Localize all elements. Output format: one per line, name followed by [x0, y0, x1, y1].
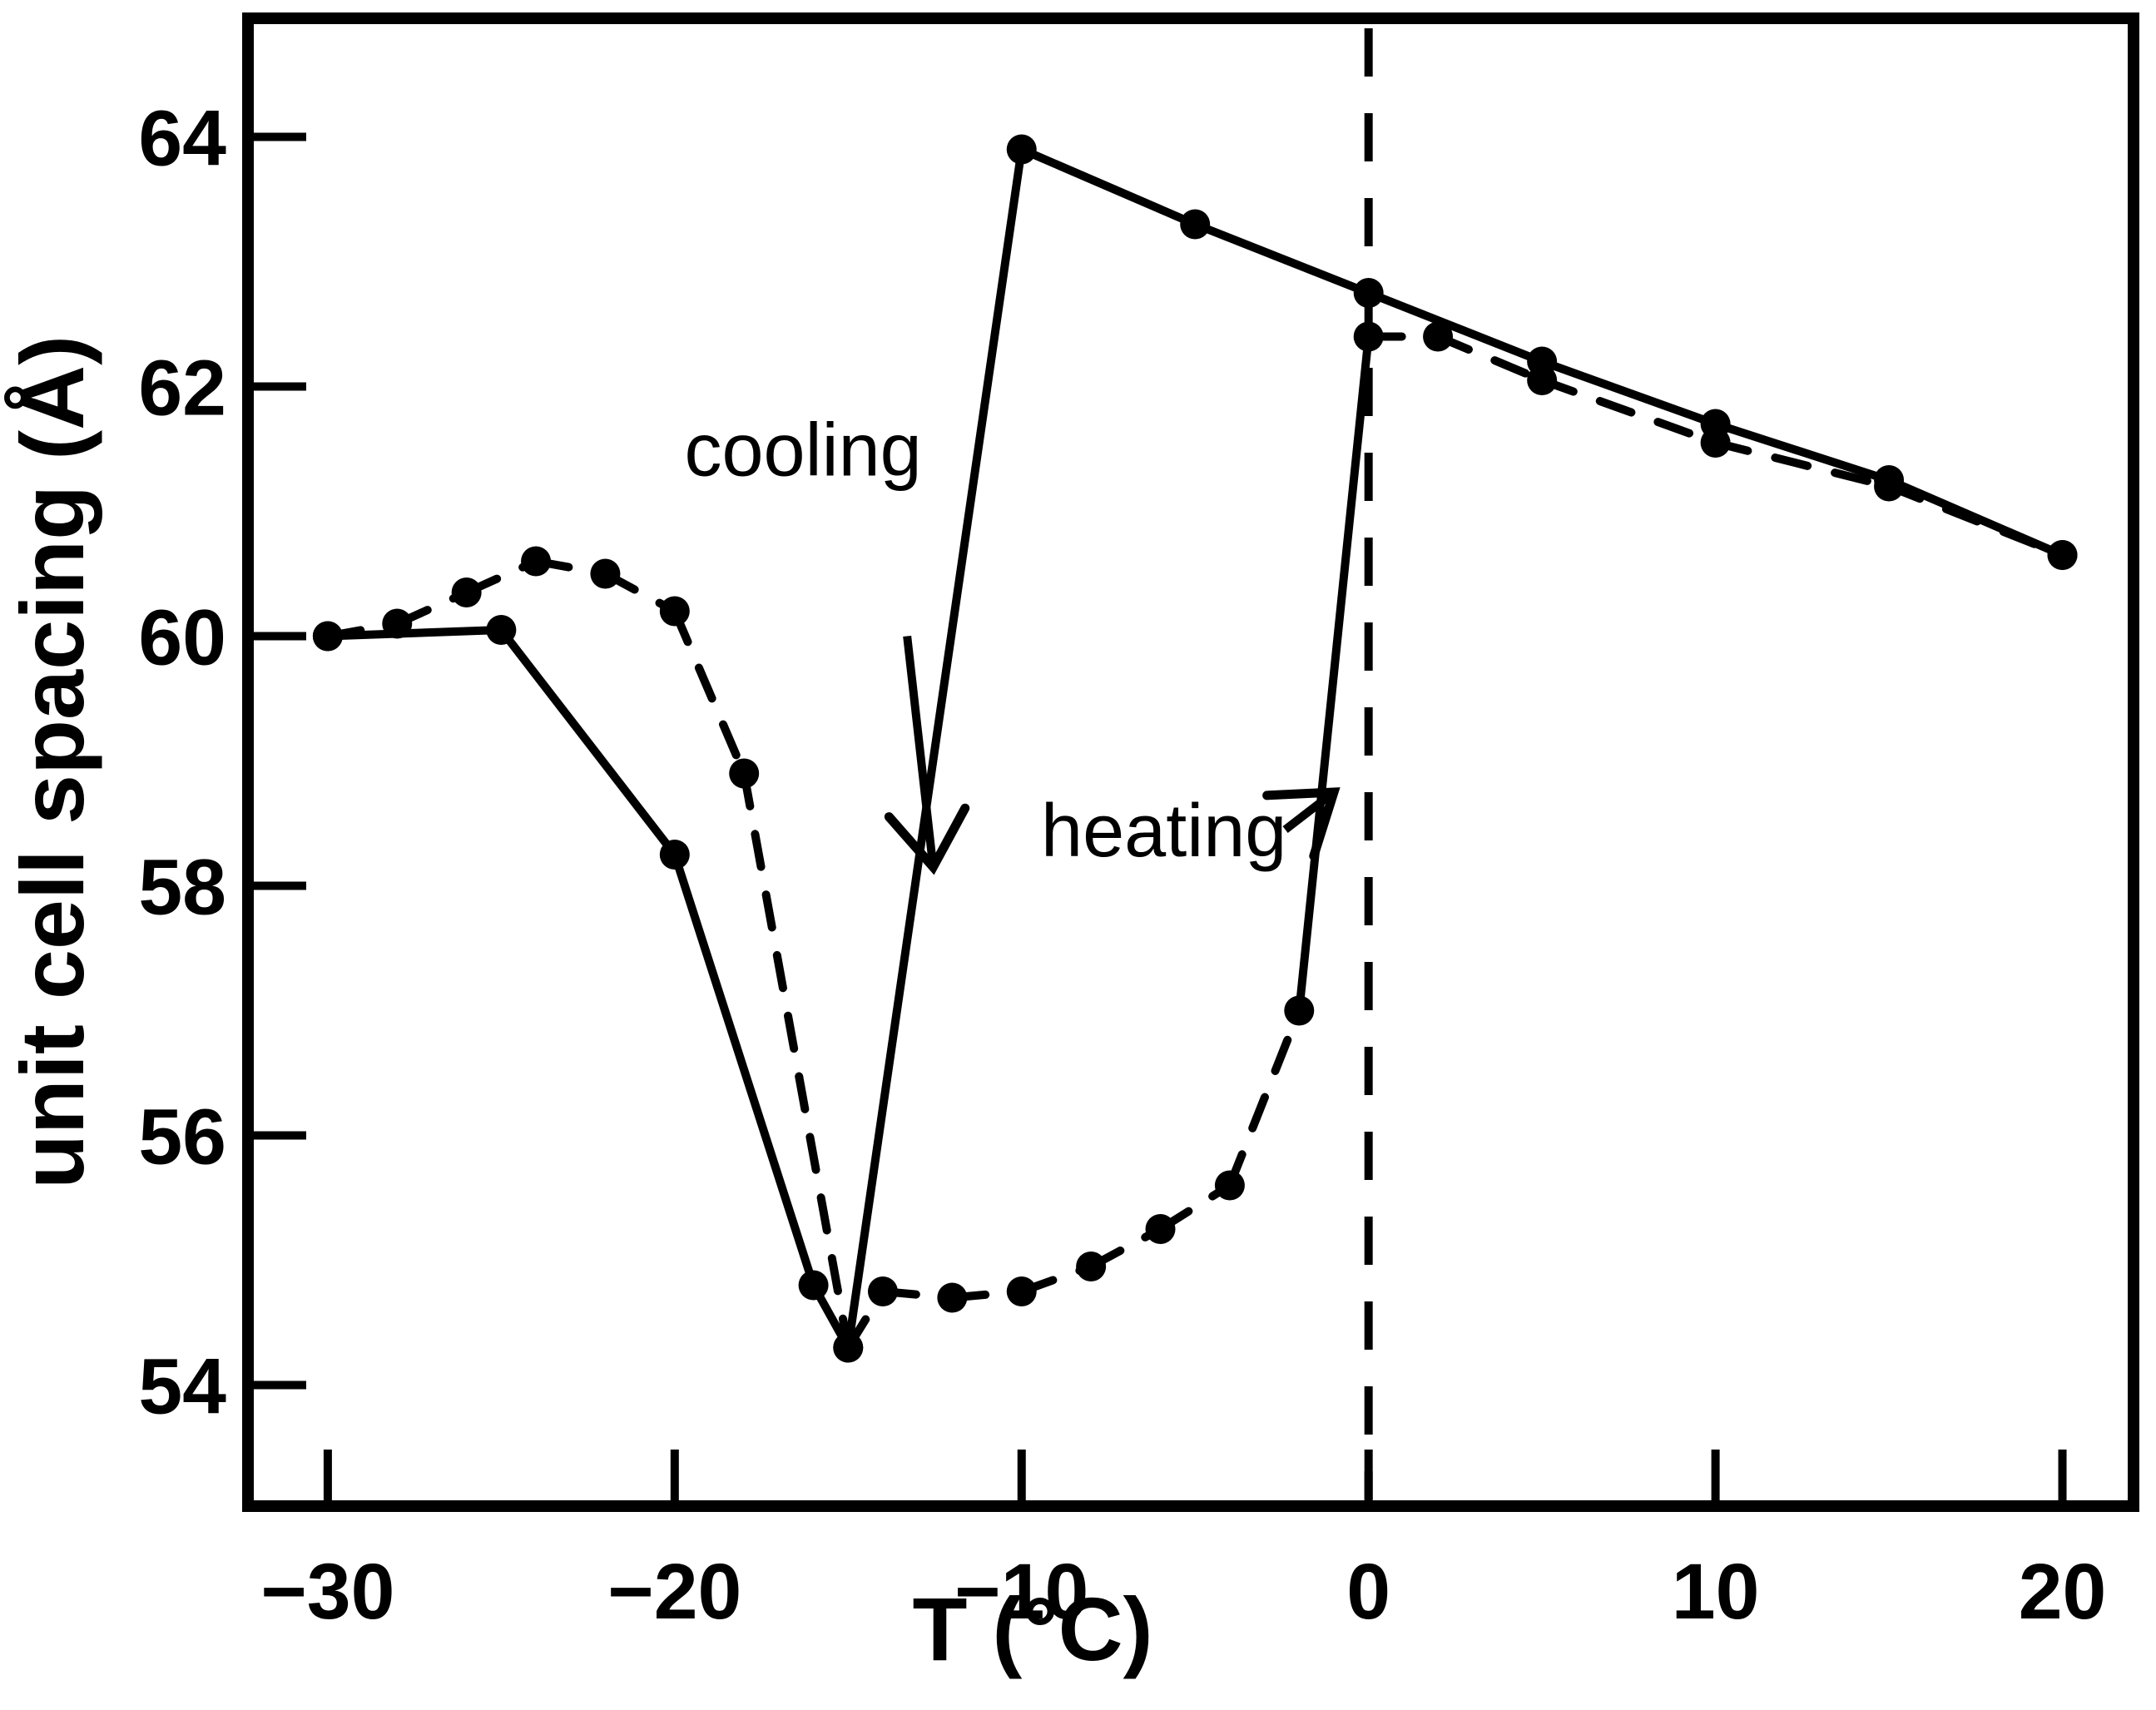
cooling-data-point — [1353, 278, 1384, 308]
heating-data-point — [729, 758, 760, 789]
heating-data-point — [2047, 540, 2078, 570]
cooling-data-point — [659, 840, 690, 870]
heating-data-point — [1214, 1170, 1245, 1201]
heating-data-point — [1353, 321, 1384, 352]
heating-data-point — [1700, 428, 1731, 458]
plot-frame — [242, 12, 2139, 1512]
cooling-data-point — [1180, 209, 1211, 240]
heating-data-point — [1006, 1276, 1037, 1306]
cooling-data-point — [486, 615, 517, 645]
x-tick-label: 10 — [1672, 1548, 1760, 1636]
cooling-curve-segment — [844, 145, 1026, 1352]
heating-curve-segment — [1885, 482, 2067, 559]
x-tick-label: −20 — [607, 1548, 741, 1636]
cooling-curve-segment — [497, 626, 679, 859]
cooling-curve-segment — [1538, 357, 1720, 429]
x-tick-label: 0 — [1346, 1548, 1390, 1636]
heating-data-point — [382, 608, 413, 639]
cooling-label: cooling — [684, 409, 921, 493]
heating-data-point — [1145, 1214, 1176, 1244]
y-tick-label: 60 — [138, 594, 226, 682]
heating-data-point — [1423, 321, 1454, 352]
heating-data-point — [1284, 995, 1315, 1026]
heating-data-point — [1527, 365, 1558, 395]
cooling-curve-segment — [1364, 289, 1547, 366]
cooling-data-point — [798, 1270, 829, 1301]
heating-arrow — [1262, 787, 1341, 861]
x-axis-title: T (°C) — [912, 1579, 1152, 1679]
heating-curve-segment — [1434, 332, 1547, 384]
cooling-curve-segment — [1017, 145, 1200, 229]
y-tick-label: 58 — [138, 844, 226, 932]
y-tick-label: 56 — [138, 1093, 226, 1182]
cooling-curve-segment — [1711, 419, 1894, 484]
y-axis-title: unit cell spacing (Å) — [2, 335, 102, 1189]
heating-curve-segment — [740, 769, 853, 1352]
heating-data-point — [590, 558, 621, 589]
y-tick-label: 54 — [138, 1343, 226, 1431]
y-tick-label: 62 — [138, 344, 226, 433]
heating-data-point — [1874, 471, 1905, 502]
y-tick-label: 64 — [138, 95, 226, 183]
cooling-arrow — [884, 635, 970, 875]
heating-data-point — [659, 596, 690, 627]
x-tick-label: 20 — [2019, 1548, 2107, 1636]
cooling-data-point — [1006, 134, 1037, 165]
heating-data-point — [312, 621, 343, 652]
heating-data-point — [867, 1276, 898, 1306]
heating-data-point — [937, 1282, 968, 1313]
heating-data-point — [1076, 1252, 1107, 1281]
heating-data-point — [521, 546, 552, 577]
heating-curve-segment — [1711, 439, 1894, 491]
x-tick-label: −30 — [260, 1548, 394, 1636]
heating-data-point — [451, 577, 482, 607]
heating-curve-segment — [1225, 1006, 1304, 1190]
heating-data-point — [833, 1332, 864, 1363]
heating-curve-segment — [1538, 376, 1720, 447]
x-tick-label: −10 — [954, 1548, 1088, 1636]
heating-curve-segment — [670, 607, 749, 778]
heating-curve-segment — [1295, 332, 1373, 1015]
heating-label: heating — [1041, 790, 1286, 873]
cooling-curve-segment — [670, 850, 818, 1290]
cooling-curve-segment — [1191, 220, 1373, 297]
